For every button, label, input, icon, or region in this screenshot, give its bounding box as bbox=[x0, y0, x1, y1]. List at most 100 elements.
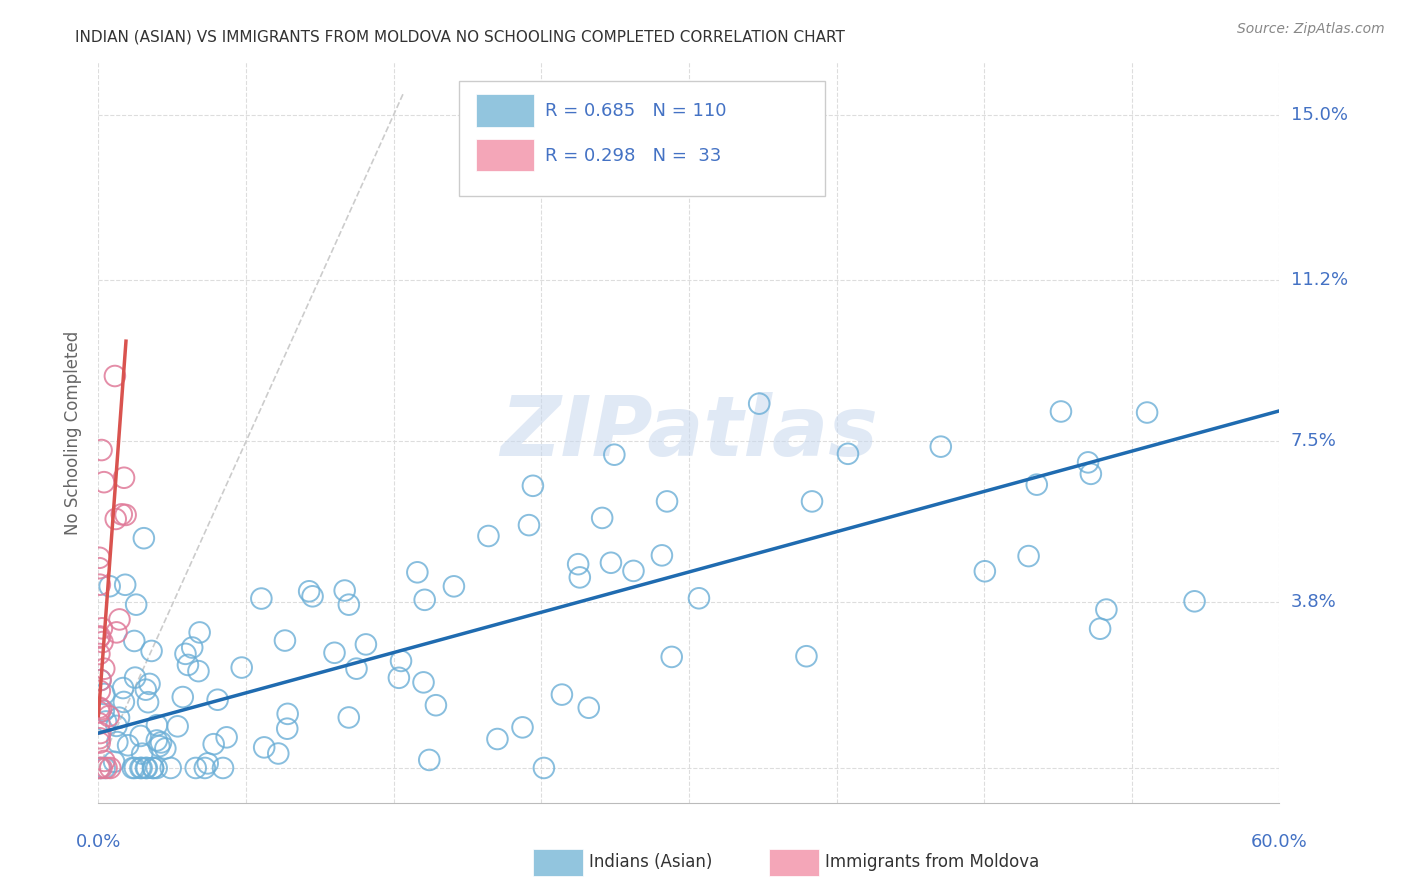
Text: ZIPatlas: ZIPatlas bbox=[501, 392, 877, 473]
Point bbox=[187, 664, 209, 678]
Point bbox=[346, 662, 368, 676]
Point bbox=[1095, 602, 1118, 616]
Point bbox=[97, 709, 120, 723]
Point bbox=[418, 753, 440, 767]
Point bbox=[114, 578, 136, 592]
Point bbox=[425, 698, 447, 713]
Point bbox=[655, 494, 678, 508]
Point bbox=[91, 635, 114, 649]
Point bbox=[98, 579, 121, 593]
Point bbox=[112, 695, 135, 709]
Point bbox=[796, 649, 818, 664]
Point bbox=[298, 584, 321, 599]
Point bbox=[90, 702, 112, 716]
Point bbox=[150, 735, 173, 749]
Point bbox=[197, 756, 219, 771]
Point bbox=[90, 761, 112, 775]
Point bbox=[89, 761, 111, 775]
Point bbox=[103, 755, 125, 769]
Point bbox=[90, 443, 112, 458]
Point bbox=[568, 570, 591, 584]
Point bbox=[333, 583, 356, 598]
Point bbox=[124, 671, 146, 685]
Point bbox=[301, 590, 323, 604]
Point bbox=[114, 508, 136, 522]
Point bbox=[89, 577, 111, 591]
Point bbox=[90, 621, 112, 635]
Text: 0.0%: 0.0% bbox=[76, 833, 121, 851]
Point bbox=[517, 518, 540, 533]
Text: 11.2%: 11.2% bbox=[1291, 271, 1348, 289]
FancyBboxPatch shape bbox=[458, 81, 825, 195]
Text: Indians (Asian): Indians (Asian) bbox=[589, 853, 711, 871]
Text: R = 0.298   N =  33: R = 0.298 N = 33 bbox=[546, 146, 721, 165]
Point bbox=[89, 700, 111, 714]
Point bbox=[148, 739, 170, 754]
Point bbox=[212, 761, 235, 775]
Point bbox=[166, 719, 188, 733]
Text: Immigrants from Moldova: Immigrants from Moldova bbox=[825, 853, 1039, 871]
Point bbox=[93, 687, 115, 701]
Point bbox=[89, 726, 111, 740]
Text: 7.5%: 7.5% bbox=[1291, 433, 1337, 450]
Text: 3.8%: 3.8% bbox=[1291, 593, 1336, 612]
Point bbox=[1025, 477, 1047, 491]
Point bbox=[174, 647, 197, 661]
Point bbox=[486, 731, 509, 746]
Point bbox=[1050, 404, 1073, 418]
Point bbox=[651, 549, 673, 563]
Point bbox=[688, 591, 710, 606]
Point bbox=[89, 647, 111, 661]
Point bbox=[533, 761, 555, 775]
Point bbox=[1018, 549, 1040, 563]
Point bbox=[90, 673, 112, 687]
Point bbox=[1080, 467, 1102, 481]
Point bbox=[155, 741, 177, 756]
Point bbox=[93, 475, 115, 490]
Point bbox=[93, 754, 115, 768]
Point bbox=[96, 761, 118, 775]
Point bbox=[104, 369, 127, 384]
Point bbox=[661, 649, 683, 664]
Point bbox=[131, 761, 153, 775]
Point bbox=[135, 761, 157, 775]
Point bbox=[108, 612, 131, 626]
Point bbox=[89, 550, 111, 565]
Point bbox=[623, 564, 645, 578]
Point bbox=[188, 625, 211, 640]
Point bbox=[89, 684, 111, 698]
Point bbox=[512, 720, 534, 734]
Point bbox=[522, 479, 544, 493]
Point bbox=[105, 625, 128, 640]
Point bbox=[1077, 455, 1099, 469]
Point bbox=[276, 722, 298, 736]
Point bbox=[129, 761, 152, 775]
Point bbox=[146, 733, 169, 747]
Point bbox=[1136, 405, 1159, 419]
Point bbox=[111, 508, 134, 522]
Point bbox=[93, 761, 115, 775]
Point bbox=[98, 761, 121, 775]
Point bbox=[600, 556, 623, 570]
Point bbox=[929, 440, 952, 454]
Text: R = 0.685   N = 110: R = 0.685 N = 110 bbox=[546, 103, 727, 120]
Point bbox=[177, 657, 200, 672]
Text: 60.0%: 60.0% bbox=[1251, 833, 1308, 851]
Point bbox=[89, 736, 111, 750]
Point bbox=[112, 681, 135, 695]
Point bbox=[603, 448, 626, 462]
Point bbox=[413, 592, 436, 607]
Text: INDIAN (ASIAN) VS IMMIGRANTS FROM MOLDOVA NO SCHOOLING COMPLETED CORRELATION CHA: INDIAN (ASIAN) VS IMMIGRANTS FROM MOLDOV… bbox=[75, 29, 845, 45]
Point bbox=[136, 695, 159, 709]
Point bbox=[184, 761, 207, 775]
Point bbox=[129, 729, 152, 743]
Point bbox=[104, 512, 127, 526]
FancyBboxPatch shape bbox=[533, 848, 582, 876]
FancyBboxPatch shape bbox=[477, 95, 534, 127]
Point bbox=[578, 700, 600, 714]
Point bbox=[105, 719, 128, 733]
Point bbox=[477, 529, 499, 543]
Point bbox=[250, 591, 273, 606]
Point bbox=[93, 704, 115, 718]
Point bbox=[551, 688, 574, 702]
